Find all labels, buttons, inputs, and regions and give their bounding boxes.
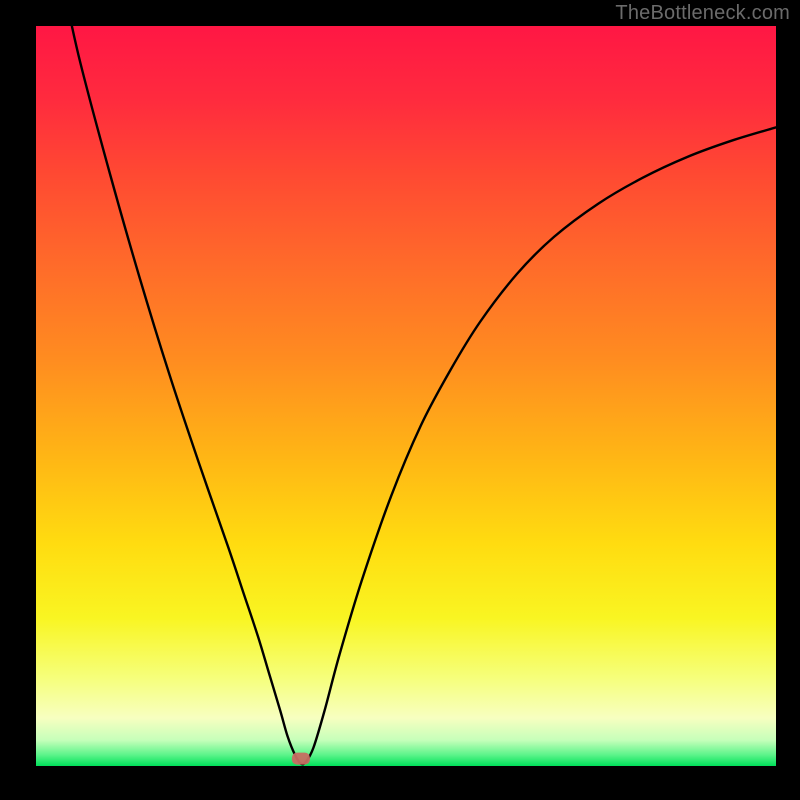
watermark-text: TheBottleneck.com	[615, 2, 790, 25]
chart-svg	[36, 26, 776, 766]
chart-plot-area	[36, 26, 776, 766]
chart-background-gradient	[36, 26, 776, 766]
optimal-point-marker	[292, 753, 310, 765]
